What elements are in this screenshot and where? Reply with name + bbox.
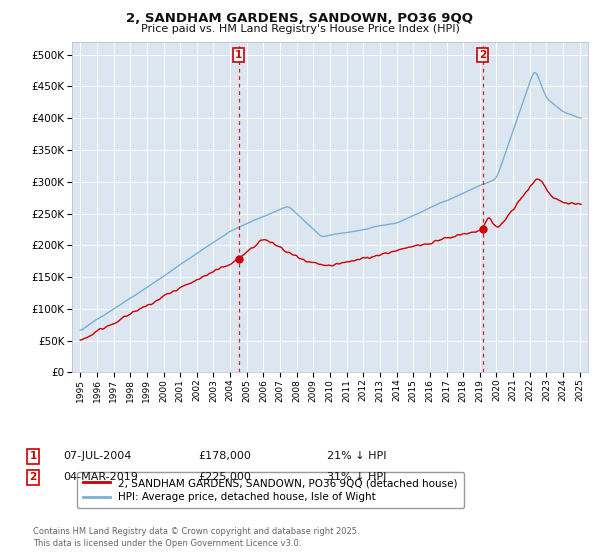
Text: 2, SANDHAM GARDENS, SANDOWN, PO36 9QQ: 2, SANDHAM GARDENS, SANDOWN, PO36 9QQ (127, 12, 473, 25)
Text: £178,000: £178,000 (198, 451, 251, 461)
Text: 1: 1 (235, 50, 242, 60)
Text: 1: 1 (29, 451, 37, 461)
Text: 07-JUL-2004: 07-JUL-2004 (63, 451, 131, 461)
Legend: 2, SANDHAM GARDENS, SANDOWN, PO36 9QQ (detached house), HPI: Average price, deta: 2, SANDHAM GARDENS, SANDOWN, PO36 9QQ (d… (77, 472, 464, 508)
Text: £225,000: £225,000 (198, 472, 251, 482)
Text: Contains HM Land Registry data © Crown copyright and database right 2025.
This d: Contains HM Land Registry data © Crown c… (33, 527, 359, 548)
Text: 2: 2 (29, 472, 37, 482)
Text: 21% ↓ HPI: 21% ↓ HPI (327, 451, 386, 461)
Text: 04-MAR-2019: 04-MAR-2019 (63, 472, 138, 482)
Text: 2: 2 (479, 50, 486, 60)
Text: 31% ↓ HPI: 31% ↓ HPI (327, 472, 386, 482)
Text: Price paid vs. HM Land Registry's House Price Index (HPI): Price paid vs. HM Land Registry's House … (140, 24, 460, 34)
